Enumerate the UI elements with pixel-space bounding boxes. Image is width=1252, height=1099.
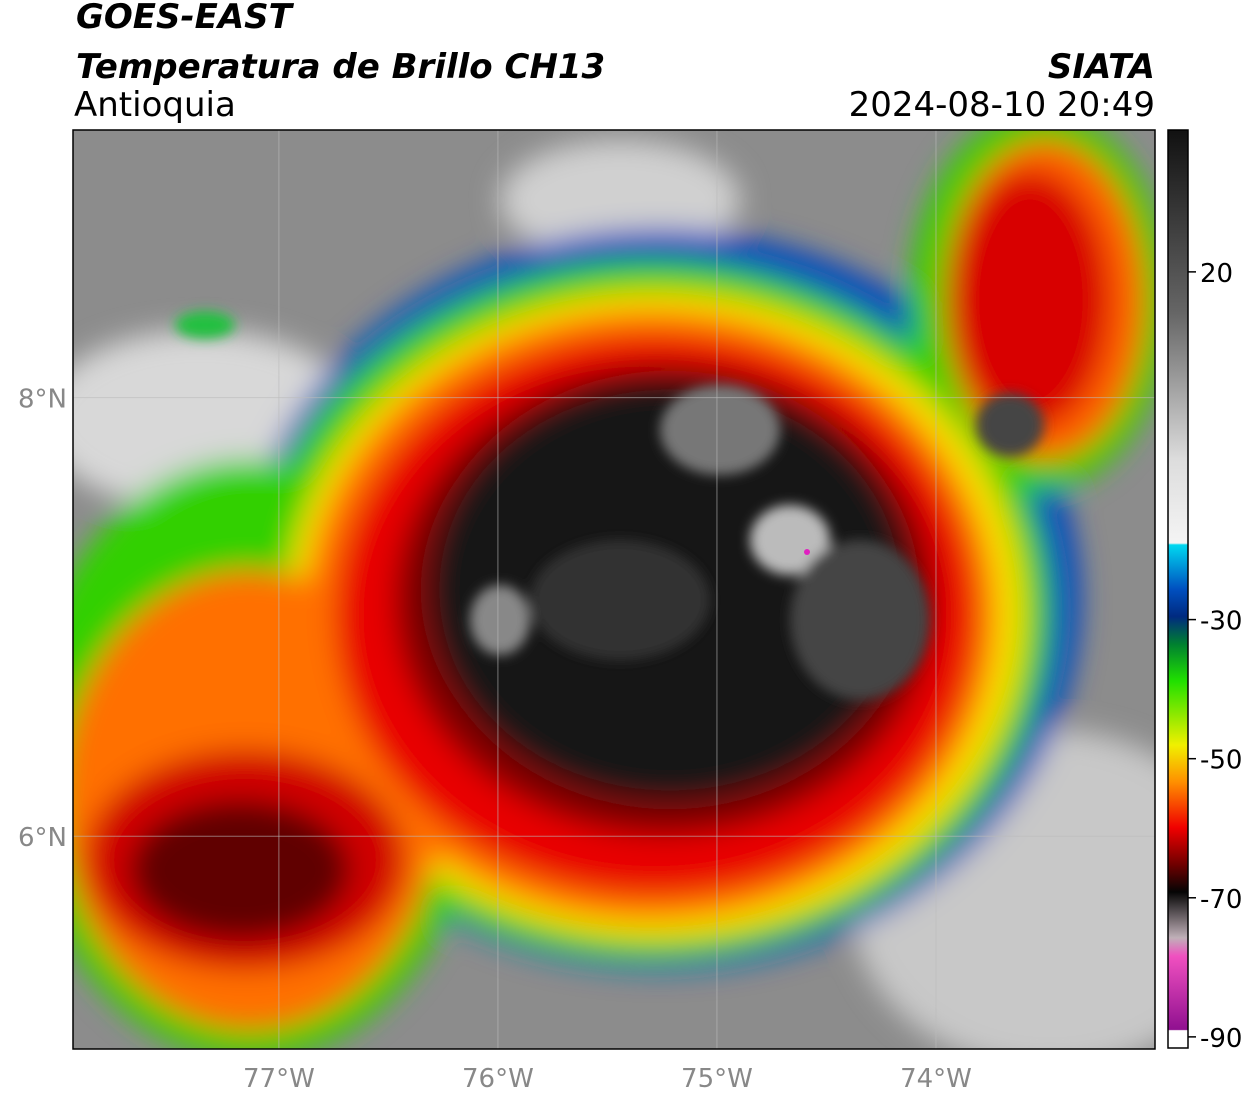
x-tick-label: 75°W bbox=[681, 1064, 753, 1094]
source: SIATA bbox=[1048, 47, 1155, 87]
x-tick-label: 74°W bbox=[900, 1064, 972, 1094]
colorbar-tick-label: -70 bbox=[1200, 885, 1242, 915]
timestamp: 2024-08-10 20:49 bbox=[849, 85, 1155, 125]
y-tick-label: 8°N bbox=[18, 385, 67, 415]
x-tick-label: 76°W bbox=[462, 1064, 534, 1094]
satellite-image bbox=[73, 130, 1155, 1049]
colorbar-tick-label: -90 bbox=[1200, 1024, 1242, 1054]
x-tick-label: 77°W bbox=[243, 1064, 315, 1094]
y-tick-label: 6°N bbox=[18, 823, 67, 853]
grid bbox=[73, 130, 1155, 1049]
title: GOES-EAST bbox=[76, 0, 295, 37]
colorbar-tick-label: -30 bbox=[1200, 607, 1242, 637]
colorbar-tick-label: 20 bbox=[1200, 259, 1233, 289]
map-frame bbox=[72, 129, 1156, 1050]
region: Antioquia bbox=[74, 85, 236, 125]
colorbar bbox=[1167, 129, 1189, 1049]
subtitle: Temperatura de Brillo CH13 bbox=[76, 47, 605, 87]
colorbar-tick-label: -50 bbox=[1200, 746, 1242, 776]
